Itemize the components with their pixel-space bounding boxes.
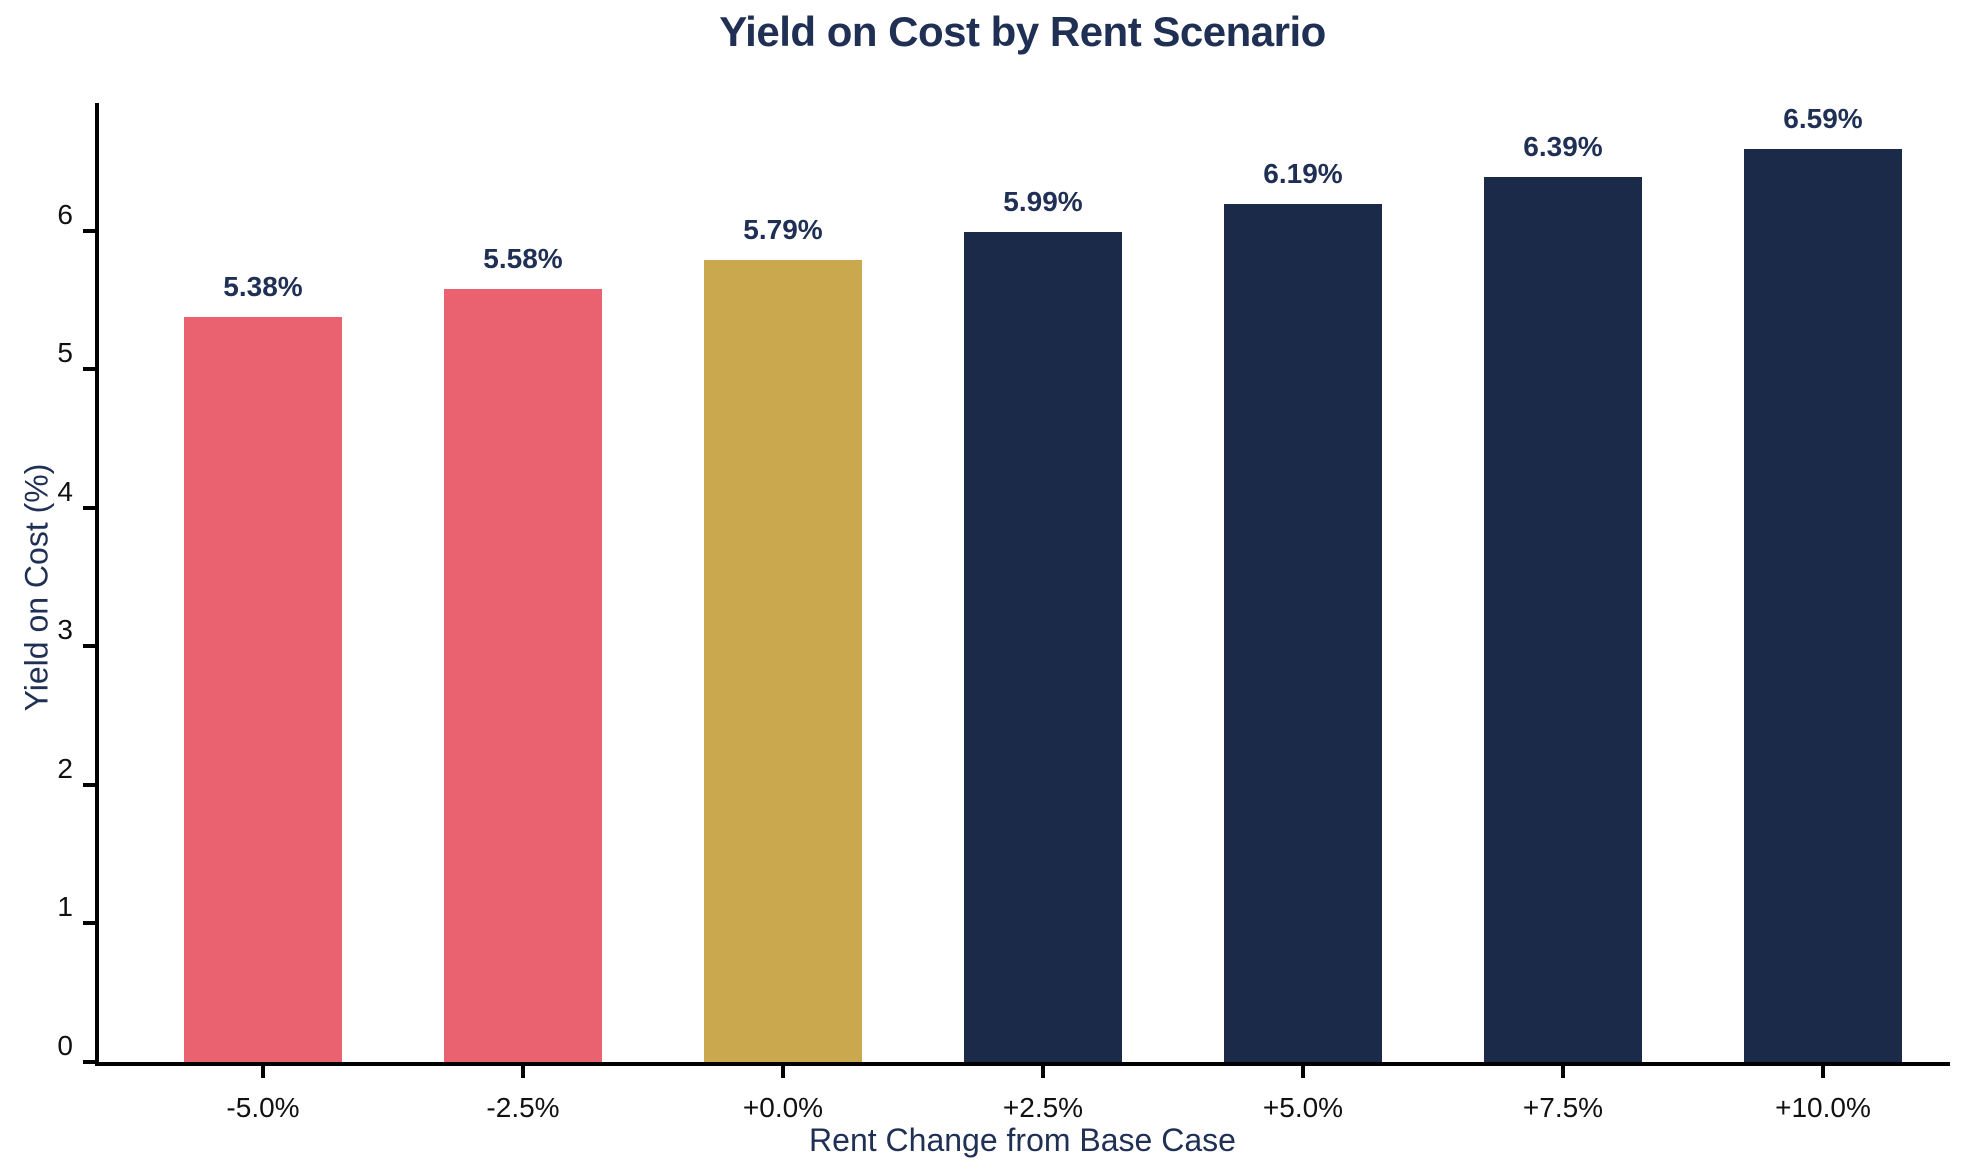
y-tick-mark bbox=[83, 644, 95, 649]
x-axis-label: Rent Change from Base Case bbox=[809, 1122, 1236, 1158]
x-tick-label: +5.0% bbox=[1262, 1092, 1344, 1123]
bar-value-label: 6.39% bbox=[1523, 131, 1603, 162]
y-tick-label: 6 bbox=[57, 198, 73, 230]
bar-+0.0% bbox=[704, 260, 862, 1062]
bar-+10.0% bbox=[1744, 149, 1902, 1062]
y-tick-label: 2 bbox=[57, 752, 73, 784]
y-tick-label: 0 bbox=[57, 1030, 73, 1061]
bar-value-label: 6.59% bbox=[1783, 103, 1863, 134]
x-tick-label: +7.5% bbox=[1522, 1092, 1604, 1123]
x-tick-mark bbox=[261, 1066, 265, 1078]
x-tick-mark bbox=[1821, 1066, 1825, 1078]
y-tick-mark bbox=[83, 782, 95, 787]
bar-value-label: 5.79% bbox=[743, 214, 823, 245]
y-tick-mark bbox=[83, 1060, 95, 1064]
y-tick-mark bbox=[83, 228, 95, 233]
y-tick-label: 3 bbox=[57, 614, 73, 646]
y-tick-mark bbox=[83, 367, 95, 372]
bar-value-label: 5.58% bbox=[483, 243, 563, 274]
chart-title: Yield on Cost by Rent Scenario bbox=[719, 8, 1326, 55]
y-tick-label: 5 bbox=[57, 337, 73, 369]
x-tick-label: +0.0% bbox=[742, 1092, 824, 1123]
bars-container: 5.38% 5.58% 5.79% 5.99% 6.19% 6.39% 6.59% bbox=[99, 103, 1950, 1062]
y-tick-mark bbox=[83, 921, 95, 926]
x-tick-mark bbox=[1561, 1066, 1565, 1078]
plot-area: 5.38% 5.58% 5.79% 5.99% 6.19% 6.39% 6.59% 0 1 2 3… bbox=[57, 103, 1950, 1123]
x-tick-mark bbox=[521, 1066, 525, 1078]
x-tick-label: -5.0% bbox=[226, 1092, 300, 1123]
y-axis-label: Yield on Cost (%) bbox=[18, 463, 55, 712]
bar--2.5% bbox=[444, 289, 602, 1062]
x-tick-mark bbox=[1041, 1066, 1045, 1078]
x-tick-label: +10.0% bbox=[1775, 1092, 1871, 1123]
bar--5.0% bbox=[184, 317, 342, 1062]
bar-+2.5% bbox=[964, 232, 1122, 1062]
y-tick-label: 4 bbox=[57, 475, 73, 507]
x-tick-mark bbox=[781, 1066, 785, 1078]
x-tick-label: -2.5% bbox=[486, 1092, 560, 1123]
bar-value-label: 6.19% bbox=[1263, 158, 1343, 189]
x-tick-label: +2.5% bbox=[1002, 1092, 1084, 1123]
bar-value-label: 5.38% bbox=[223, 271, 303, 302]
bar-+5.0% bbox=[1224, 204, 1382, 1062]
bar-value-label: 5.99% bbox=[1003, 186, 1083, 217]
y-tick-label: 1 bbox=[57, 891, 73, 923]
y-tick-mark bbox=[83, 505, 95, 510]
x-tick-mark bbox=[1301, 1066, 1305, 1078]
bar-+7.5% bbox=[1484, 177, 1642, 1062]
